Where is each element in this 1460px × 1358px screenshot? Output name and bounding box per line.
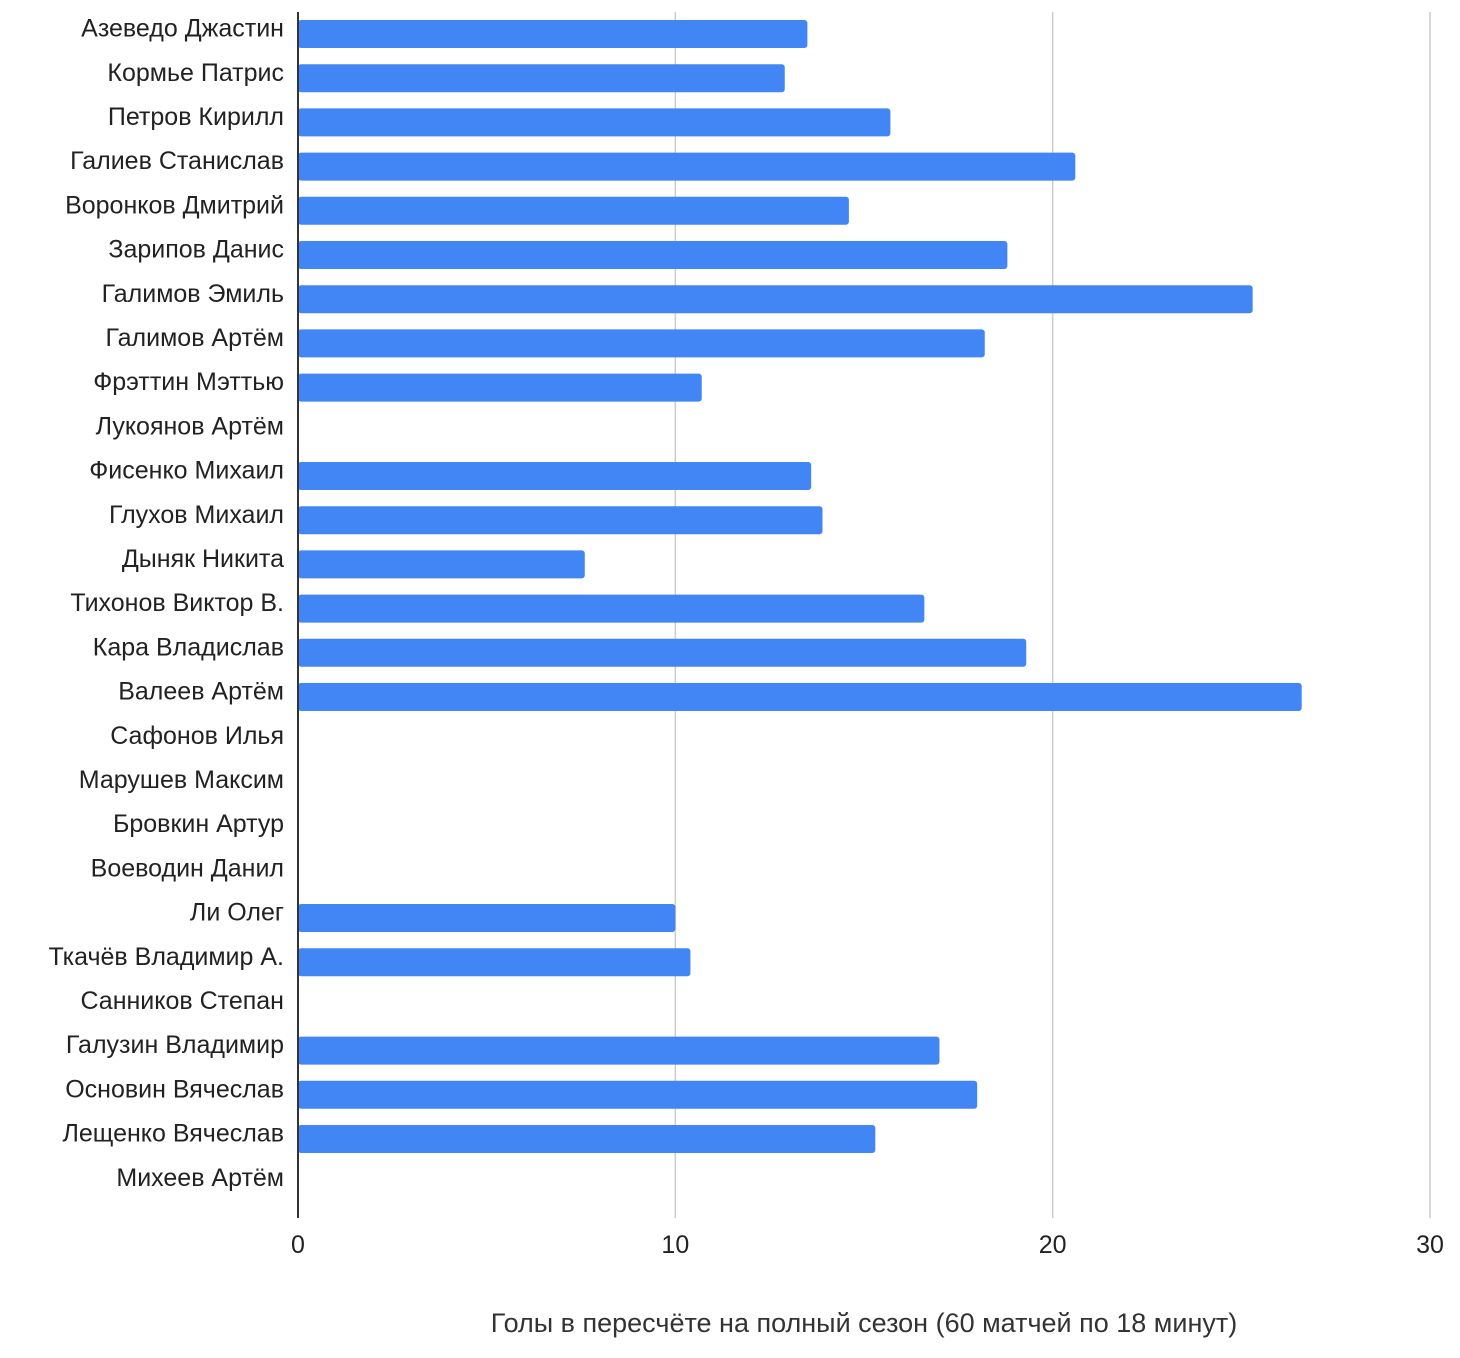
category-label-12: Глухов Михаил <box>109 501 284 529</box>
category-label-10: Лукоянов Артём <box>96 412 284 440</box>
category-label-23: Санников Степан <box>80 987 284 1015</box>
category-label-14: Тихонов Виктор В. <box>70 589 284 617</box>
category-label-27: Михеев Артём <box>116 1164 284 1192</box>
category-labels: Азеведо Джастин Кормье Патрис Петров Кирил… <box>48 15 284 1192</box>
bar-3 <box>298 108 891 137</box>
bar-22 <box>298 948 691 977</box>
bar-9 <box>298 373 702 402</box>
category-label-7: Галимов Эмиль <box>102 280 284 308</box>
bar-26 <box>298 1125 876 1153</box>
bar-8 <box>298 329 985 358</box>
bar-21 <box>298 904 676 932</box>
category-label-9: Фрэттин Мэттью <box>93 368 284 396</box>
category-label-3: Петров Кирилл <box>108 103 284 131</box>
bar-4 <box>298 152 1076 181</box>
category-label-1: Азеведо Джастин <box>81 15 284 43</box>
bar-6 <box>298 241 1008 269</box>
category-label-26: Лещенко Вячеслав <box>62 1120 284 1148</box>
bar-5 <box>298 196 849 225</box>
bar-7 <box>298 285 1253 314</box>
category-label-15: Кара Владислав <box>93 633 284 661</box>
category-label-18: Марушев Максим <box>79 766 284 794</box>
bar-12 <box>298 506 823 535</box>
x-tick-label-10: 10 <box>661 1231 689 1259</box>
bar-25 <box>298 1080 978 1109</box>
category-label-17: Сафонов Илья <box>110 722 284 750</box>
category-label-13: Дыняк Никита <box>122 545 284 573</box>
category-label-22: Ткачёв Владимир А. <box>48 943 284 971</box>
category-label-2: Кормье Патрис <box>107 59 284 87</box>
bar-11 <box>298 462 812 490</box>
category-label-21: Ли Олег <box>190 899 284 927</box>
category-label-11: Фисенко Михаил <box>89 457 284 485</box>
x-tick-label-30: 30 <box>1416 1231 1444 1259</box>
category-label-4: Галиев Станислав <box>70 147 284 175</box>
bar-2 <box>298 64 785 93</box>
bar-24 <box>298 1036 940 1065</box>
tick-labels: 0 10 20 30 <box>291 1231 1444 1259</box>
category-label-24: Галузин Владимир <box>66 1031 284 1059</box>
bar-1 <box>298 20 808 48</box>
bar-16 <box>298 683 1302 711</box>
category-label-5: Воронков Дмитрий <box>65 191 284 219</box>
bars <box>298 20 1302 1153</box>
category-label-6: Зарипов Данис <box>108 236 284 264</box>
bar-13 <box>298 550 585 579</box>
category-label-20: Воеводин Данил <box>91 854 284 882</box>
category-label-19: Бровкин Артур <box>113 810 284 838</box>
category-label-25: Основин Вячеслав <box>65 1075 284 1103</box>
category-label-8: Галимов Артём <box>106 324 284 352</box>
x-tick-label-0: 0 <box>291 1231 305 1259</box>
bar-14 <box>298 594 925 623</box>
x-axis-title: Голы в пересчёте на полный сезон (60 мат… <box>491 1308 1237 1338</box>
x-tick-label-20: 20 <box>1039 1231 1067 1259</box>
category-label-16: Валеев Артём <box>118 678 284 706</box>
bar-15 <box>298 638 1027 667</box>
